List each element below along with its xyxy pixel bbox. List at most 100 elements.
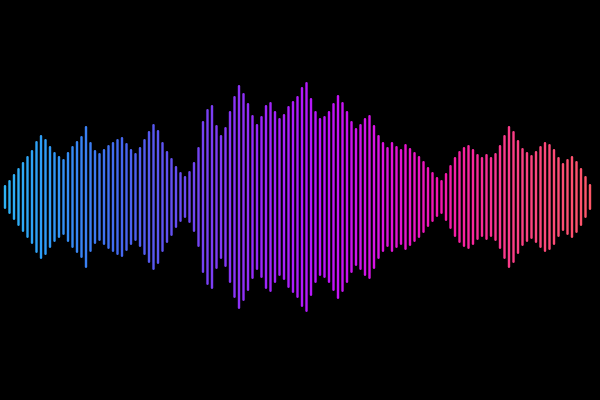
waveform-bar bbox=[143, 139, 146, 255]
waveform-bar bbox=[332, 103, 335, 291]
waveform-bar bbox=[431, 172, 434, 222]
waveform-bar bbox=[120, 137, 124, 257]
waveform-bar bbox=[201, 121, 205, 273]
waveform-bar bbox=[224, 127, 227, 267]
waveform-bar bbox=[354, 128, 358, 266]
waveform-bar bbox=[188, 171, 191, 223]
waveform-bar bbox=[336, 95, 340, 299]
waveform-bar bbox=[368, 115, 371, 279]
waveform-bar bbox=[287, 106, 290, 288]
waveform-bar bbox=[255, 124, 259, 270]
waveform-bar bbox=[566, 159, 569, 235]
waveform-bar bbox=[426, 167, 430, 227]
waveform-bar bbox=[521, 148, 524, 246]
waveform-bar bbox=[539, 146, 542, 248]
waveform-bar bbox=[237, 85, 241, 309]
waveform-bar bbox=[102, 149, 106, 245]
waveform-bar bbox=[26, 156, 29, 238]
waveform-bar bbox=[84, 126, 88, 268]
waveform-bar bbox=[552, 149, 556, 245]
waveform-bar bbox=[327, 111, 331, 283]
waveform-bar bbox=[174, 166, 178, 228]
waveform-bar bbox=[228, 111, 232, 283]
waveform-bar bbox=[399, 149, 403, 245]
waveform-bar bbox=[386, 147, 389, 247]
waveform-bar bbox=[417, 156, 421, 238]
waveform-bar bbox=[210, 105, 214, 289]
waveform-bar bbox=[269, 102, 272, 292]
waveform-bar bbox=[215, 125, 218, 269]
waveform-bar bbox=[570, 156, 574, 238]
waveform-bar bbox=[219, 135, 223, 259]
waveform-bar bbox=[588, 184, 592, 210]
waveform-bar bbox=[264, 105, 268, 289]
waveform-bar bbox=[381, 142, 385, 252]
waveform-bar bbox=[543, 142, 547, 252]
waveform-bar bbox=[561, 163, 565, 231]
waveform-bars bbox=[3, 82, 592, 312]
waveform-bar bbox=[291, 101, 295, 293]
waveform-bar bbox=[53, 152, 56, 242]
waveform-bar bbox=[197, 147, 200, 247]
waveform-bar bbox=[584, 176, 587, 218]
waveform-bar bbox=[152, 124, 155, 270]
waveform-bar bbox=[3, 185, 7, 209]
waveform-bar bbox=[314, 111, 317, 283]
waveform-bar bbox=[458, 151, 461, 243]
waveform-bar bbox=[80, 136, 83, 258]
waveform-bar bbox=[179, 172, 182, 222]
waveform-bar bbox=[89, 142, 92, 252]
waveform-bar bbox=[75, 141, 79, 253]
waveform-bar bbox=[476, 154, 479, 240]
waveform-bar bbox=[44, 139, 47, 255]
waveform-bar bbox=[48, 146, 52, 248]
waveform-bar bbox=[57, 156, 61, 238]
waveform-bar bbox=[138, 147, 142, 247]
waveform-bar bbox=[471, 149, 475, 245]
waveform-bar bbox=[413, 152, 416, 242]
waveform-bar bbox=[440, 180, 443, 214]
waveform-bar bbox=[116, 139, 119, 255]
waveform-bar bbox=[111, 142, 115, 252]
waveform-bar bbox=[359, 124, 362, 270]
waveform-bar bbox=[17, 168, 20, 226]
waveform-bar bbox=[93, 150, 97, 244]
waveform-bar bbox=[129, 149, 133, 245]
waveform-bar bbox=[107, 145, 110, 249]
waveform-bar bbox=[30, 150, 34, 244]
waveform-bar bbox=[485, 154, 488, 240]
waveform-bar bbox=[242, 93, 245, 301]
waveform-bar bbox=[404, 144, 407, 250]
waveform-bar bbox=[395, 146, 398, 248]
waveform-bar bbox=[516, 140, 520, 254]
waveform-bar bbox=[206, 109, 209, 285]
waveform-bar bbox=[444, 173, 448, 221]
waveform-bar bbox=[300, 87, 304, 307]
waveform-bar bbox=[260, 116, 263, 278]
waveform-bar bbox=[71, 146, 74, 248]
waveform-bar bbox=[323, 116, 326, 278]
waveform-bar bbox=[345, 111, 349, 283]
waveform-bar bbox=[134, 153, 137, 241]
waveform-bar bbox=[273, 111, 277, 283]
waveform-bar bbox=[12, 174, 16, 220]
waveform-bar bbox=[480, 157, 484, 237]
waveform-bar bbox=[296, 96, 299, 298]
waveform-bar bbox=[62, 159, 65, 235]
waveform-bar bbox=[467, 145, 470, 249]
waveform-bar bbox=[341, 102, 344, 292]
waveform-bar bbox=[147, 131, 151, 263]
waveform-bar bbox=[35, 141, 38, 253]
waveform-bar bbox=[21, 162, 25, 232]
waveform-bar bbox=[156, 130, 160, 264]
waveform-bar bbox=[449, 165, 452, 229]
waveform-bar bbox=[579, 168, 583, 226]
waveform-bar bbox=[408, 148, 412, 246]
waveform-bar bbox=[350, 121, 353, 273]
waveform-bar bbox=[530, 155, 533, 239]
waveform-bar bbox=[282, 114, 286, 280]
waveform-bar bbox=[192, 162, 196, 232]
waveform-bar bbox=[453, 157, 457, 237]
